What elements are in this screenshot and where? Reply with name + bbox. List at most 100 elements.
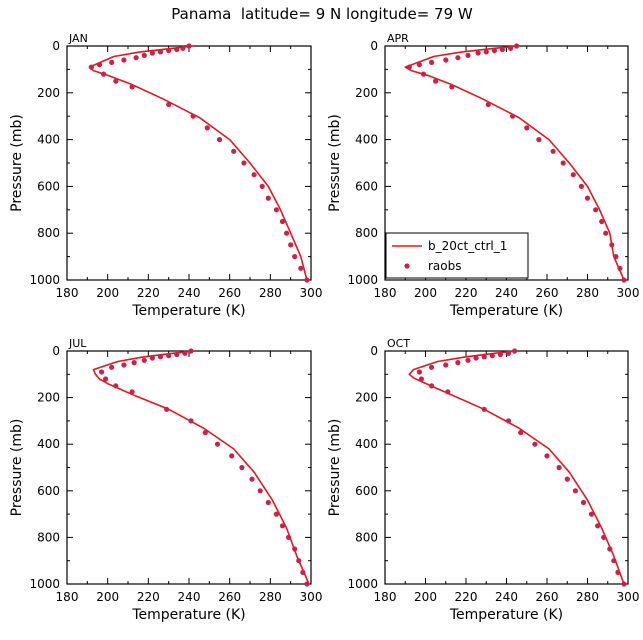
plot-frame bbox=[66, 350, 312, 585]
x-tick-label: 300 bbox=[300, 286, 323, 300]
raobs-point bbox=[418, 376, 424, 382]
raobs-point bbox=[505, 350, 512, 356]
x-axis-label: Temperature (K) bbox=[449, 303, 563, 319]
x-tick-label: 240 bbox=[178, 590, 201, 604]
raobs-point bbox=[103, 376, 109, 382]
panel-jul: 180 200 220 240 260 280 300 0 200 400 600 800 1000 Te… bbox=[9, 337, 322, 623]
plot-frame bbox=[66, 45, 312, 281]
x-tick-label: 220 bbox=[137, 286, 160, 300]
x-tick-label: 180 bbox=[374, 590, 397, 604]
panel-label: OCT bbox=[387, 337, 410, 350]
raobs-point bbox=[304, 581, 310, 587]
x-tick-label: 260 bbox=[536, 590, 559, 604]
raobs-point bbox=[279, 218, 286, 225]
raobs-point bbox=[188, 418, 194, 424]
raobs-point bbox=[611, 558, 617, 564]
raobs-point bbox=[524, 125, 530, 131]
x-tick-label: 220 bbox=[455, 286, 478, 300]
raobs-point bbox=[174, 351, 180, 358]
raobs-point bbox=[141, 357, 147, 363]
raobs-point bbox=[257, 488, 263, 494]
raobs-point bbox=[406, 64, 412, 70]
raobs-point bbox=[141, 52, 147, 59]
raobs-point bbox=[429, 364, 435, 370]
raobs-point bbox=[182, 350, 188, 356]
x-tick-label: 240 bbox=[178, 286, 201, 300]
raobs-point bbox=[131, 360, 137, 366]
raobs-point bbox=[231, 148, 237, 154]
y-tick-label: 600 bbox=[355, 179, 378, 193]
x-tick-label: 240 bbox=[495, 286, 518, 300]
raobs-point bbox=[273, 207, 279, 213]
raobs-point bbox=[288, 242, 294, 248]
raobs-point bbox=[536, 137, 542, 143]
raobs-point bbox=[188, 348, 194, 354]
raobs-point bbox=[99, 369, 105, 375]
y-axis-label: Pressure (mb) bbox=[327, 419, 343, 517]
y-tick-label: 800 bbox=[37, 530, 60, 544]
x-axis-label: Temperature (K) bbox=[131, 607, 245, 623]
raobs-point bbox=[599, 218, 605, 225]
raobs-point bbox=[204, 125, 210, 131]
model-line bbox=[404, 45, 625, 281]
y-tick-label: 600 bbox=[37, 179, 60, 193]
raobs-point bbox=[166, 48, 172, 54]
raobs-point bbox=[190, 113, 196, 119]
x-tick-label: 280 bbox=[576, 590, 599, 604]
raobs-point bbox=[570, 172, 576, 178]
panel-oct: 180 200 220 240 260 280 300 0 200 400 600 800 1000 Te… bbox=[327, 337, 639, 623]
raobs-point bbox=[241, 160, 247, 166]
raobs-point bbox=[129, 84, 135, 90]
raobs-point bbox=[133, 55, 139, 61]
x-tick-label: 280 bbox=[576, 286, 599, 300]
y-axis-label: Pressure (mb) bbox=[9, 114, 25, 212]
panel-apr: 180 200 220 240 260 280 300 0 200 400 600 800 1000 Te… bbox=[327, 32, 639, 319]
legend-obs-label: raobs bbox=[428, 259, 462, 273]
x-tick-label: 260 bbox=[218, 590, 241, 604]
legend-model-label: b_20ct_ctrl_1 bbox=[428, 239, 507, 253]
panel-jan: 180 200 220 240 260 280 300 0 200 400 600 800 1000 Te… bbox=[9, 32, 322, 319]
raobs-point bbox=[216, 137, 223, 143]
raobs-point bbox=[101, 71, 107, 77]
raobs-point bbox=[465, 52, 471, 59]
raobs-point bbox=[607, 546, 613, 552]
x-tick-label: 300 bbox=[617, 286, 640, 300]
y-axis-label: Pressure (mb) bbox=[327, 114, 343, 212]
raobs-point bbox=[429, 59, 435, 65]
raobs-point bbox=[286, 534, 292, 541]
y-tick-label: 0 bbox=[52, 39, 60, 53]
x-tick-label: 280 bbox=[259, 590, 282, 604]
y-tick-label: 200 bbox=[355, 391, 378, 405]
raobs-point bbox=[580, 499, 587, 506]
y-tick-label: 0 bbox=[52, 344, 60, 358]
x-tick-label: 280 bbox=[259, 286, 282, 300]
x-tick-label: 200 bbox=[414, 590, 437, 604]
model-line bbox=[408, 350, 625, 585]
raobs-point bbox=[473, 355, 479, 361]
raobs-point bbox=[475, 50, 481, 56]
page-title: Panama latitude= 9 N longitude= 79 W bbox=[171, 5, 473, 23]
x-tick-label: 300 bbox=[300, 590, 323, 604]
raobs-point bbox=[249, 476, 255, 482]
y-tick-label: 600 bbox=[355, 484, 378, 498]
raobs-point bbox=[465, 357, 471, 363]
raobs-point bbox=[615, 569, 621, 576]
raobs-point bbox=[613, 254, 619, 260]
y-tick-label: 400 bbox=[37, 133, 60, 147]
raobs-point bbox=[202, 430, 208, 436]
raobs-point bbox=[433, 78, 439, 84]
raobs-point bbox=[621, 277, 627, 283]
raobs-point bbox=[166, 101, 172, 108]
panel-label: JUL bbox=[68, 337, 87, 350]
legend-point-swatch bbox=[404, 263, 410, 269]
y-tick-label: 0 bbox=[370, 39, 378, 53]
raobs-point bbox=[511, 348, 518, 354]
x-tick-label: 180 bbox=[56, 286, 79, 300]
raobs-point bbox=[149, 50, 155, 56]
raobs-point bbox=[129, 389, 135, 395]
y-axis-label: Pressure (mb) bbox=[9, 419, 25, 517]
y-tick-label: 1000 bbox=[347, 577, 378, 591]
raobs-point bbox=[509, 113, 516, 119]
raobs-point bbox=[265, 499, 271, 506]
